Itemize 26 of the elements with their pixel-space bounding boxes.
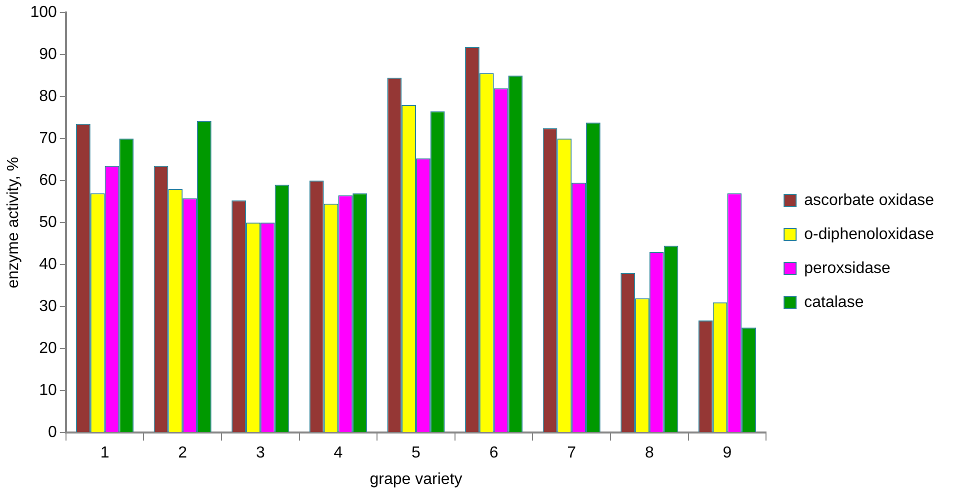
y-axis-title: enzyme activity, % (5, 156, 22, 288)
x-tick-label: 3 (256, 444, 265, 462)
y-tick-label: 30 (39, 298, 57, 316)
y-tick-label: 100 (30, 4, 57, 22)
x-tick-label: 2 (178, 444, 188, 462)
x-tick-label: 9 (722, 444, 732, 462)
y-tick-label: 10 (39, 382, 57, 400)
y-tick-label: 90 (39, 46, 57, 64)
y-tick-label: 60 (39, 172, 57, 190)
legend-label: catalase (804, 294, 864, 311)
y-tick-label: 80 (39, 88, 57, 106)
legend-label: o-diphenoloxidase (804, 226, 934, 243)
y-tick-label: 0 (48, 424, 57, 442)
x-tick-label: 6 (489, 444, 498, 462)
x-tick-label: 5 (412, 444, 421, 462)
x-tick-label: 8 (644, 444, 654, 462)
legend-label: ascorbate oxidase (804, 192, 934, 209)
x-tick-label: 4 (334, 444, 343, 462)
y-tick-label: 70 (39, 130, 57, 148)
y-tick-label: 50 (39, 214, 57, 232)
legend-label: peroxsidase (804, 260, 890, 277)
y-tick-label: 40 (39, 256, 57, 274)
y-tick-label: 20 (39, 340, 57, 358)
x-axis-title: grape variety (370, 470, 462, 488)
x-tick-label: 1 (100, 444, 110, 462)
x-tick-label: 7 (567, 444, 576, 462)
